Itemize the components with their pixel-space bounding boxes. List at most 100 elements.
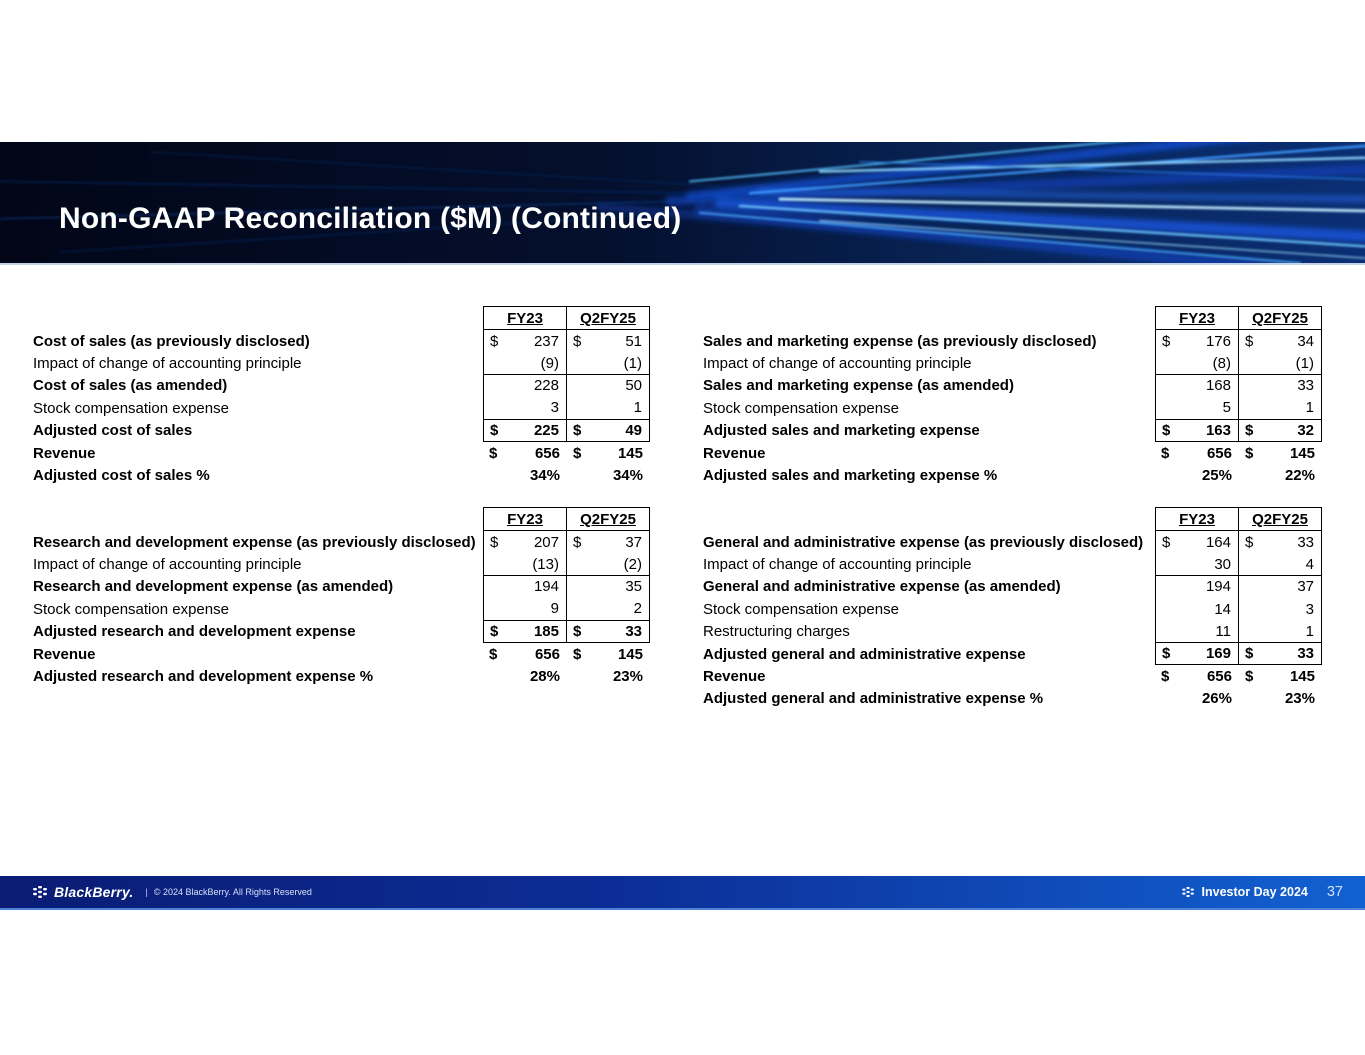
value-q2fy25: 33 xyxy=(1297,533,1314,551)
table-header-row: FY23 Q2FY25 xyxy=(33,507,650,531)
row-label: Adjusted general and administrative expe… xyxy=(703,690,1044,708)
row-label: Stock compensation expense xyxy=(33,600,229,618)
value-q2fy25: 3 xyxy=(1305,600,1314,618)
table-row: Impact of change of accounting principle… xyxy=(703,553,1322,576)
value-cell-fy23: $225 xyxy=(484,419,567,441)
table-sales-and-marketing: FY23 Q2FY25 Sales and marketing expense (a… xyxy=(703,306,1322,487)
row-label: Stock compensation expense xyxy=(703,600,899,618)
value-cell-q2fy25: 35 xyxy=(567,576,649,598)
currency-symbol: $ xyxy=(1245,645,1254,663)
table-research-and-development: FY23 Q2FY25 Research and development expen… xyxy=(33,507,650,688)
row-label: Research and development expense (as ame… xyxy=(33,578,394,596)
table-row: Revenue $656 $145 xyxy=(33,442,650,464)
row-values-box: $237 $51 xyxy=(483,330,650,353)
footer-left: BlackBerry. | © 2024 BlackBerry. All Rig… xyxy=(33,884,312,900)
column-header: Q2FY25 xyxy=(580,309,636,327)
value-fy23: 656 xyxy=(534,444,560,462)
table-row: Adjusted cost of sales % 34% 34% xyxy=(33,464,650,486)
blackberry-wordmark: BlackBerry. xyxy=(54,884,134,900)
value-cell-fy23: (13) xyxy=(484,553,567,575)
value-cell-q2fy25: $34 xyxy=(1239,330,1321,352)
currency-symbol: $ xyxy=(489,645,498,663)
row-label: General and administrative expense (as a… xyxy=(703,578,1061,596)
value-fy23: 3 xyxy=(550,399,559,417)
row-label: Impact of change of accounting principle xyxy=(703,556,972,574)
table-row: Restructuring charges 11 1 xyxy=(703,620,1322,643)
value-cell-fy23: 194 xyxy=(484,575,567,599)
value-cell-fy23: $169 xyxy=(1156,642,1239,665)
value-q2fy25: 33 xyxy=(1297,645,1314,663)
value-q2fy25: 1 xyxy=(633,399,642,417)
value-q2fy25: 1 xyxy=(1305,399,1314,417)
value-cell-fy23: 3 xyxy=(484,397,567,419)
value-cell-fy23: 5 xyxy=(1156,397,1239,419)
table-row: Stock compensation expense 5 1 xyxy=(703,397,1322,420)
row-label: Sales and marketing expense (as amended) xyxy=(703,377,1014,395)
table-row: Adjusted general and administrative expe… xyxy=(703,688,1322,710)
value-fy23: (8) xyxy=(1212,354,1231,372)
row-label: Adjusted cost of sales % xyxy=(33,467,210,485)
value-cell-fy23: $163 xyxy=(1156,419,1239,441)
value-cell-q2fy25: 2 xyxy=(567,598,649,619)
footer-separator: | xyxy=(145,887,148,897)
row-values-box: (9) (1) xyxy=(483,352,650,375)
footer-bar: BlackBerry. | © 2024 BlackBerry. All Rig… xyxy=(0,876,1365,910)
row-values-box: $176 $34 xyxy=(1155,330,1322,353)
currency-symbol: $ xyxy=(1245,533,1254,551)
column-header-cell: FY23 xyxy=(1156,307,1239,329)
value-cell-q2fy25: 34% xyxy=(567,464,650,486)
value-fy23: 5 xyxy=(1222,399,1231,417)
value-fy23: 14 xyxy=(1214,600,1231,618)
currency-symbol: $ xyxy=(1245,444,1254,462)
value-cell-q2fy25: $37 xyxy=(567,531,649,553)
copyright-text: © 2024 BlackBerry. All Rights Reserved xyxy=(153,887,312,897)
value-fy23: (13) xyxy=(532,555,559,573)
row-label: Adjusted sales and marketing expense % xyxy=(703,467,998,485)
title-banner: Non-GAAP Reconciliation ($M) (Continued) xyxy=(0,142,1365,265)
table-row: Adjusted general and administrative expe… xyxy=(703,642,1322,666)
row-values-box: $656 $145 xyxy=(1155,665,1322,687)
row-values-box: 11 1 xyxy=(1155,620,1322,643)
currency-symbol: $ xyxy=(573,421,582,439)
light-streaks-graphic xyxy=(0,142,1365,263)
row-values-box: 30 4 xyxy=(1155,553,1322,576)
value-q2fy25: (2) xyxy=(623,555,642,573)
table-cost-of-sales: FY23 Q2FY25 Cost of sales (as previously d… xyxy=(33,306,650,487)
column-header-cell: Q2FY25 xyxy=(567,307,649,329)
row-values-box: $225 $49 xyxy=(483,419,650,442)
row-label: Restructuring charges xyxy=(703,623,850,641)
value-q2fy25: 37 xyxy=(625,533,642,551)
row-label-spacer xyxy=(703,306,1155,330)
value-cell-q2fy25: $51 xyxy=(567,330,649,352)
row-label: Revenue xyxy=(703,668,766,686)
table-row: General and administrative expense (as a… xyxy=(703,575,1322,599)
currency-symbol: $ xyxy=(1161,668,1170,686)
value-cell-fy23: 168 xyxy=(1156,374,1239,398)
value-cell-q2fy25: $145 xyxy=(567,643,650,665)
value-cell-fy23: 34% xyxy=(483,464,567,486)
value-cell-fy23: $237 xyxy=(484,330,567,353)
table-row: Impact of change of accounting principle… xyxy=(703,352,1322,375)
value-cell-q2fy25: $145 xyxy=(1239,665,1322,687)
table-row: Revenue $656 $145 xyxy=(703,442,1322,464)
row-label: Impact of change of accounting principle xyxy=(33,355,302,373)
currency-symbol: $ xyxy=(1245,421,1254,439)
value-q2fy25: 145 xyxy=(1289,668,1315,686)
value-fy23: 185 xyxy=(533,622,559,640)
value-cell-q2fy25: 3 xyxy=(1239,598,1321,620)
table-row: Stock compensation expense 9 2 xyxy=(33,598,650,621)
value-q2fy25: 145 xyxy=(617,645,643,663)
column-header-cell: Q2FY25 xyxy=(567,508,649,530)
table-row: Stock compensation expense 3 1 xyxy=(33,397,650,420)
row-values-box: 28% 23% xyxy=(483,665,650,687)
page-title: Non-GAAP Reconciliation ($M) (Continued) xyxy=(59,202,682,235)
value-cell-fy23: 25% xyxy=(1155,464,1239,486)
value-fy23: 237 xyxy=(533,332,559,350)
value-cell-q2fy25: $145 xyxy=(1239,442,1322,464)
header-box: FY23 Q2FY25 xyxy=(1155,507,1322,531)
value-fy23: 176 xyxy=(1205,332,1231,350)
value-fy23: 169 xyxy=(1205,645,1231,663)
value-q2fy25: 51 xyxy=(625,332,642,350)
